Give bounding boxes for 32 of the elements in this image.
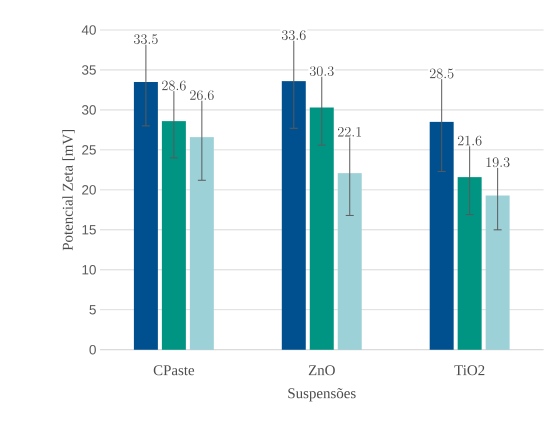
data-label: 22. 1 [338,127,362,137]
data-label: 28.6 [162,80,186,91]
x-tick-label: CPaste [154,365,194,376]
bar [190,137,214,350]
bar [310,108,334,350]
data-label: 21 .6 [458,136,482,146]
y-tick-label: 5 [89,305,96,315]
y-tick-label: 25 [82,145,96,155]
x-tick-label: ZnO [308,365,335,376]
bar [458,177,482,350]
bar [162,121,186,350]
x-tick-label: TiO2 [454,365,484,376]
data-label: 19.3 [486,158,510,168]
data-label: 30.3 [310,66,334,76]
bar [282,81,306,350]
data-label: 33.5 [134,34,158,44]
y-tick-label: 35 [82,65,96,75]
y-tick-label: 10 [82,265,96,275]
x-axis-title: Suspensões [288,388,356,402]
y-tick-label: 30 [82,105,96,115]
y-tick-label: 15 [82,225,96,235]
y-tick-label: 20 [82,185,96,195]
y-axis-title: Potencial Zeta [mV] [62,130,75,251]
y-tick-label: 0 [89,345,96,355]
bar [338,173,362,350]
bar [430,122,454,350]
data-label: 26.6 [190,90,214,100]
bar [134,82,158,350]
bar [486,196,510,350]
data-label: 33.6 [282,30,306,40]
y-tick-label: 40 [82,25,96,35]
data-label: 28.5 [430,68,454,79]
